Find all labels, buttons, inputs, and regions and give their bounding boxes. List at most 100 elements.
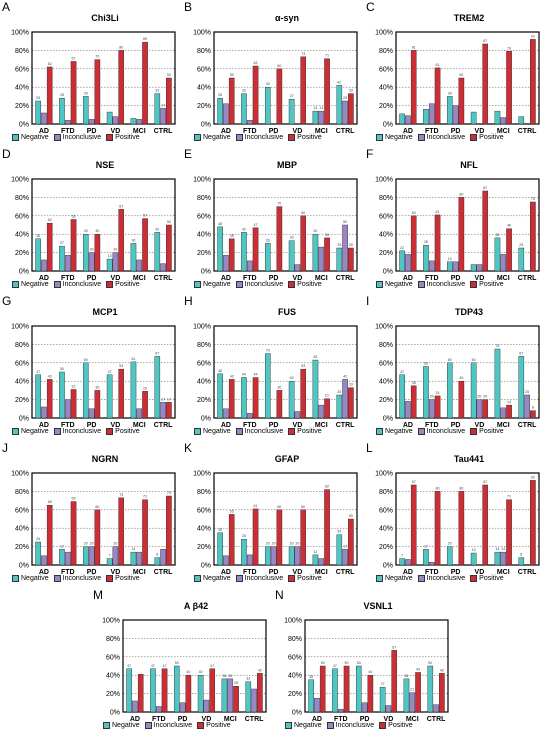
bar-inconclusive xyxy=(136,259,143,272)
bar-positive xyxy=(118,497,125,566)
y-tick-label: 100% xyxy=(193,324,211,331)
bar-negative xyxy=(35,374,41,419)
legend: Negative Inconclusive Positive xyxy=(12,281,140,288)
legend-swatch xyxy=(235,134,243,141)
bar-negative xyxy=(446,261,453,272)
legend-item-inconclusive: Inconclusive xyxy=(53,575,101,582)
chart-svg: 0%20%40%60%80%100%787AD1780FTD2080PD1387… xyxy=(375,471,540,576)
y-tick-label: 100% xyxy=(11,471,29,478)
bar-negative xyxy=(288,380,295,419)
data-label: 47 xyxy=(254,223,258,227)
bar-positive xyxy=(391,650,398,713)
bar-inconclusive xyxy=(223,103,229,125)
data-label: 22 xyxy=(400,246,404,250)
data-label: 80 xyxy=(119,45,123,49)
legend-item-inconclusive: Inconclusive xyxy=(235,575,283,582)
y-tick-label: 80% xyxy=(106,636,120,643)
legend-swatch xyxy=(417,281,425,288)
y-tick-label: 100% xyxy=(11,324,29,331)
bar-inconclusive xyxy=(500,117,507,125)
bar-negative xyxy=(106,111,113,125)
bar-positive xyxy=(348,387,354,419)
bar-negative xyxy=(35,100,41,125)
panel-letter: L xyxy=(366,441,373,455)
bar-positive xyxy=(252,65,259,125)
data-label: 8 xyxy=(156,553,158,557)
x-tick-label: AD xyxy=(130,716,140,723)
data-label: 30 xyxy=(131,238,135,242)
legend-label: Positive xyxy=(297,281,322,288)
data-label: 8 xyxy=(532,406,534,410)
bar-positive xyxy=(228,77,235,125)
legend-item-negative: Negative xyxy=(12,281,49,288)
plot-frame xyxy=(213,178,358,272)
bar-inconclusive xyxy=(342,224,348,272)
legend-item-negative: Negative xyxy=(12,428,49,435)
bar-negative xyxy=(470,552,477,566)
data-label: 50 xyxy=(167,73,171,77)
bar-positive xyxy=(94,390,101,419)
bar-negative xyxy=(403,678,410,713)
panel-letter: G xyxy=(2,294,12,308)
chart-title: GFAP xyxy=(274,454,300,464)
legend-item-inconclusive: Inconclusive xyxy=(326,722,374,729)
bar-negative xyxy=(130,361,137,419)
bar-inconclusive xyxy=(318,110,325,125)
data-label: 55 xyxy=(230,509,234,513)
bar-negative xyxy=(494,110,501,125)
legend-swatch xyxy=(376,575,383,582)
bar-negative xyxy=(217,226,223,272)
bar-positive xyxy=(142,391,148,419)
legend-label: Positive xyxy=(297,575,322,582)
data-label: 17 xyxy=(60,544,64,548)
x-tick-label: PD xyxy=(451,128,461,135)
data-label: 60 xyxy=(277,505,281,509)
bar-negative xyxy=(336,394,343,419)
y-tick-label: 0% xyxy=(383,563,393,570)
data-label: 20 xyxy=(90,542,94,546)
bar-negative xyxy=(245,681,252,713)
plot-frame xyxy=(395,325,540,419)
legend-label: Negative xyxy=(112,722,140,729)
x-tick-label: CTRL xyxy=(518,128,537,135)
data-label: 14 xyxy=(501,547,505,551)
bar-positive xyxy=(319,665,326,713)
bar-negative xyxy=(241,377,247,419)
bar-negative xyxy=(423,245,429,272)
bar-negative xyxy=(82,233,89,272)
bar-negative xyxy=(494,237,501,272)
bar-positive xyxy=(46,66,53,125)
data-label: 8 xyxy=(520,553,522,557)
bar-positive xyxy=(161,668,168,713)
data-label: 61 xyxy=(131,357,135,361)
legend-swatch xyxy=(144,722,152,729)
bar-negative xyxy=(241,232,247,272)
legend-swatch xyxy=(326,722,334,729)
bar-inconclusive xyxy=(405,401,411,419)
bar-inconclusive xyxy=(88,119,95,125)
data-label: 61 xyxy=(254,504,258,508)
y-tick-label: 60% xyxy=(379,66,393,73)
legend-swatch xyxy=(417,134,425,141)
x-tick-label: PD xyxy=(269,128,279,135)
bar-positive xyxy=(324,237,330,272)
bar-inconclusive xyxy=(160,402,166,419)
bar-negative xyxy=(288,98,295,125)
x-tick-label: MCI xyxy=(497,422,510,429)
x-tick-label: AD xyxy=(403,128,413,135)
x-tick-label: VD xyxy=(475,275,485,282)
data-label: 10 xyxy=(448,257,452,261)
legend-swatch xyxy=(194,428,201,435)
y-tick-label: 20% xyxy=(15,250,29,257)
chart-title: A β42 xyxy=(183,601,209,611)
x-tick-label: FTD xyxy=(425,422,439,429)
legend-swatch xyxy=(470,575,478,582)
data-label: 35 xyxy=(412,381,416,385)
bar-negative xyxy=(59,371,65,419)
legend-swatch xyxy=(106,428,114,435)
bar-positive xyxy=(530,201,536,272)
chart-title: Chi3Li xyxy=(91,13,119,23)
bar-inconclusive xyxy=(476,264,483,272)
legend-item-negative: Negative xyxy=(376,428,413,435)
legend: Negative Inconclusive Positive xyxy=(376,134,504,141)
